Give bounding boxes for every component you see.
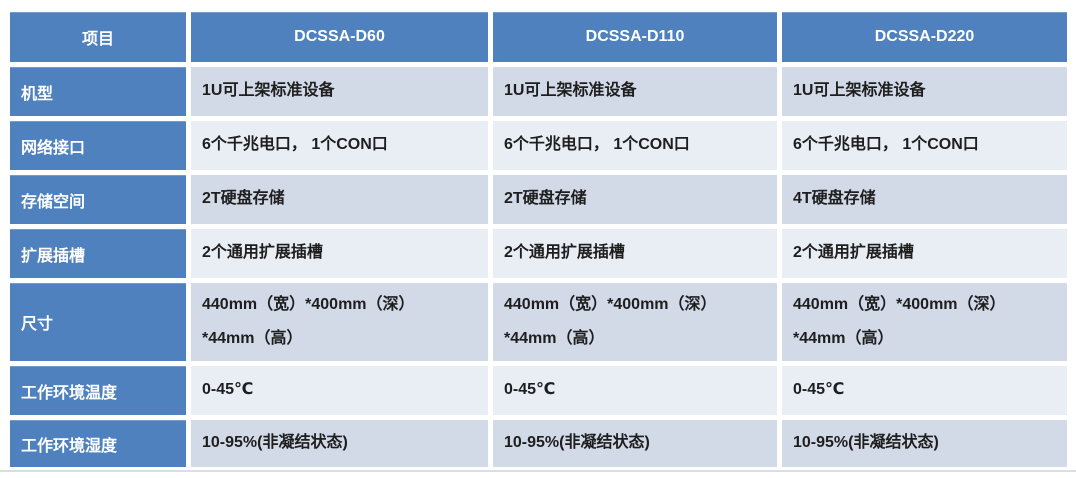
header-dcssa-d60: DCSSA-D60 xyxy=(191,12,488,62)
cell-operating-humidity-d220: 10-95%(非凝结状态) xyxy=(782,420,1067,467)
cell-operating-humidity-d110: 10-95%(非凝结状态) xyxy=(493,420,777,467)
row-label-dimensions: 尺寸 xyxy=(10,283,186,361)
cell-expansion-slots-d60: 2个通用扩展插槽 xyxy=(191,229,488,278)
cell-operating-humidity-d60: 10-95%(非凝结状态) xyxy=(191,420,488,467)
cell-storage-capacity-d110: 2T硬盘存储 xyxy=(493,175,777,224)
product-spec-table: 项目 DCSSA-D60 DCSSA-D110 DCSSA-D220 机型 1U… xyxy=(10,12,1067,467)
bottom-divider-line xyxy=(0,470,1076,472)
cell-storage-capacity-d60: 2T硬盘存储 xyxy=(191,175,488,224)
cell-model-type-d60: 1U可上架标准设备 xyxy=(191,67,488,116)
cell-network-interfaces-d60: 6个千兆电口， 1个CON口 xyxy=(191,121,488,170)
row-label-operating-humidity: 工作环境湿度 xyxy=(10,420,186,467)
cell-model-type-d220: 1U可上架标准设备 xyxy=(782,67,1067,116)
cell-storage-capacity-d220: 4T硬盘存储 xyxy=(782,175,1067,224)
cell-network-interfaces-d110: 6个千兆电口， 1个CON口 xyxy=(493,121,777,170)
row-label-network-interfaces: 网络接口 xyxy=(10,121,186,170)
cell-expansion-slots-d110: 2个通用扩展插槽 xyxy=(493,229,777,278)
header-dcssa-d220: DCSSA-D220 xyxy=(782,12,1067,62)
header-dcssa-d110: DCSSA-D110 xyxy=(493,12,777,62)
cell-operating-temperature-d60: 0-45℃ xyxy=(191,366,488,415)
row-label-model-type: 机型 xyxy=(10,67,186,116)
cell-operating-temperature-d110: 0-45℃ xyxy=(493,366,777,415)
cell-dimensions-d220: 440mm（宽）*400mm（深） *44mm（高） xyxy=(782,283,1067,361)
row-label-storage-capacity: 存储空间 xyxy=(10,175,186,224)
cell-dimensions-d60: 440mm（宽）*400mm（深） *44mm（高） xyxy=(191,283,488,361)
cell-expansion-slots-d220: 2个通用扩展插槽 xyxy=(782,229,1067,278)
cell-network-interfaces-d220: 6个千兆电口， 1个CON口 xyxy=(782,121,1067,170)
row-label-operating-temperature: 工作环境温度 xyxy=(10,366,186,415)
cell-dimensions-d110: 440mm（宽）*400mm（深） *44mm（高） xyxy=(493,283,777,361)
cell-model-type-d110: 1U可上架标准设备 xyxy=(493,67,777,116)
row-label-expansion-slots: 扩展插槽 xyxy=(10,229,186,278)
header-items-column: 项目 xyxy=(10,12,186,62)
cell-operating-temperature-d220: 0-45℃ xyxy=(782,366,1067,415)
